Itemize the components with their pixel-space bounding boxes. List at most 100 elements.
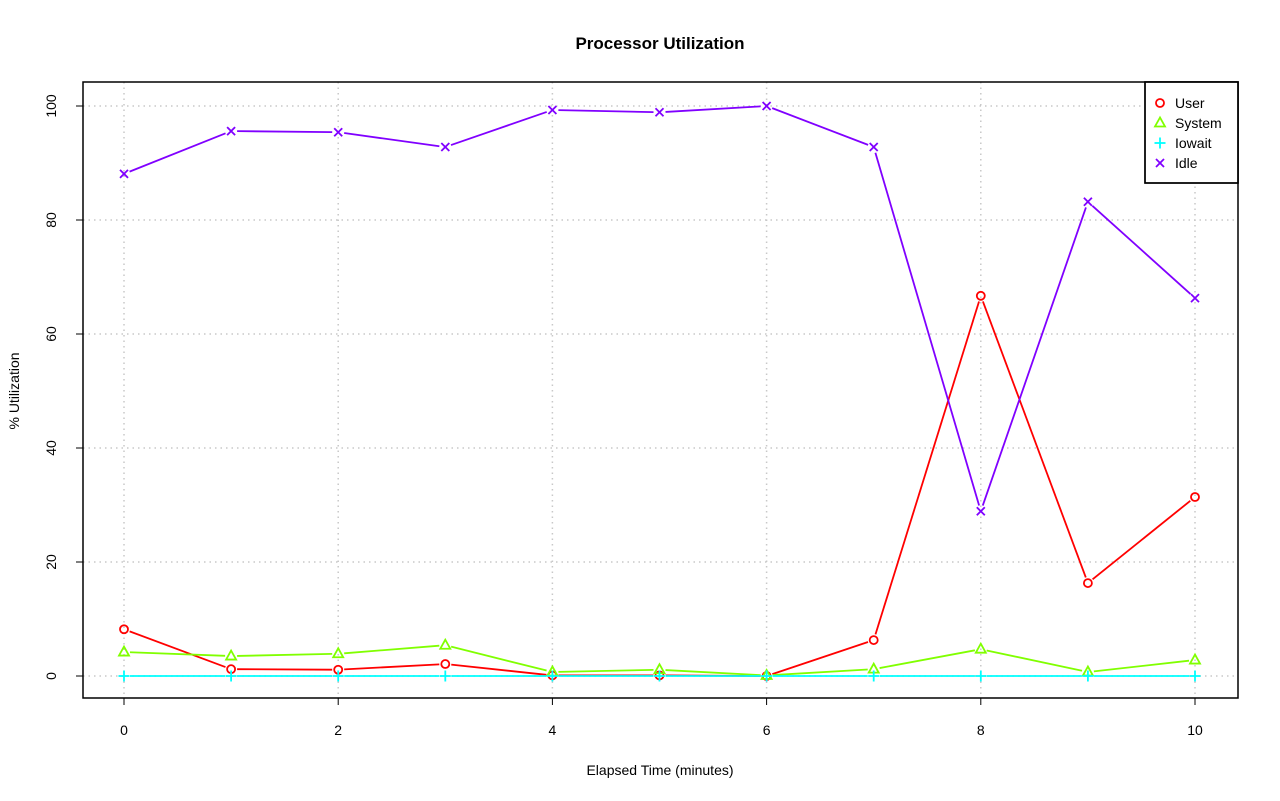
circle-marker: [440, 659, 451, 669]
iowait-data-point: [975, 670, 987, 682]
idle-data-point: [333, 127, 343, 137]
x-tick-label: 10: [1187, 722, 1203, 738]
line-segment: [772, 668, 868, 676]
cross-marker: [654, 107, 665, 117]
chart-title: Processor Utilization: [575, 34, 744, 53]
line-segment: [874, 152, 980, 506]
y-tick-label: 100: [43, 94, 59, 118]
iowait-data-point: [868, 670, 880, 682]
line-segment: [558, 668, 654, 673]
circle-marker: [1190, 492, 1200, 502]
line-segment: [129, 651, 226, 657]
system-data-point: [1188, 652, 1202, 665]
idle-data-point: [869, 142, 879, 152]
cross-marker: [333, 127, 343, 137]
line-segment: [450, 645, 547, 672]
user-data-point: [975, 290, 986, 301]
cross-marker: [440, 142, 450, 152]
iowait-data-point: [654, 670, 665, 682]
cross-marker: [869, 142, 879, 152]
line-segment: [344, 663, 440, 671]
y-tick-label: 0: [43, 672, 59, 680]
y-axis-label: % Utilization: [6, 352, 22, 429]
legend-label: Iowait: [1175, 135, 1212, 151]
y-tick-label: 80: [43, 212, 59, 228]
iowait-data-point: [118, 670, 130, 682]
legend: User System Iowait Idle: [1144, 81, 1239, 184]
line-segment: [771, 107, 869, 146]
triangle-marker: [224, 648, 238, 661]
legend-border: [1144, 81, 1239, 184]
series-group: [117, 101, 1202, 682]
x-tick-label: 0: [120, 722, 128, 738]
circle-marker: [868, 635, 879, 645]
line-segment: [982, 301, 1087, 578]
x-axis-label: Elapsed Time (minutes): [586, 762, 733, 778]
circle-marker: [975, 290, 986, 301]
legend-idle-icon: [1155, 158, 1165, 168]
line-segment: [558, 109, 654, 114]
cross-marker: [547, 105, 558, 115]
line-segment: [1091, 205, 1192, 295]
circle-marker: [1083, 578, 1093, 588]
idle-data-point: [976, 506, 986, 516]
iowait-data-point: [1189, 670, 1201, 682]
iowait-data-point: [761, 670, 773, 682]
line-segment: [237, 130, 333, 134]
grid-lines: [83, 82, 1238, 698]
user-data-point: [1190, 492, 1200, 502]
line-segment: [237, 652, 333, 657]
idle-data-point: [440, 142, 450, 152]
y-tick-label: 40: [43, 440, 59, 456]
idle-data-point: [761, 101, 772, 111]
cross-marker: [119, 169, 129, 179]
cross-marker: [1083, 197, 1093, 207]
triangle-marker: [438, 637, 452, 650]
user-data-point: [119, 624, 129, 635]
line-segment: [129, 132, 226, 173]
x-tick-label: 8: [977, 722, 985, 738]
y-tick-label: 60: [43, 326, 59, 342]
triangle-marker: [1188, 652, 1202, 665]
system-data-point: [974, 641, 988, 654]
idle-data-point: [226, 126, 236, 136]
system-data-point: [438, 637, 452, 650]
line-segment: [451, 663, 547, 676]
legend-user-icon: [1155, 98, 1165, 108]
line-segment: [344, 132, 440, 148]
cross-marker: [761, 101, 772, 111]
y-tick-label: 20: [43, 554, 59, 570]
legend-system-icon: [1153, 115, 1167, 128]
triangle-marker: [1153, 115, 1167, 128]
idle-data-point: [547, 105, 558, 115]
idle-data-point: [1190, 293, 1200, 303]
user-data-point: [868, 635, 879, 645]
series-iowait: [118, 670, 1201, 682]
x-tick-label: 6: [763, 722, 771, 738]
idle-data-point: [654, 107, 665, 117]
plot-frame: [82, 81, 1239, 699]
cross-marker: [226, 126, 236, 136]
line-segment: [1092, 500, 1191, 581]
cross-marker: [1155, 158, 1165, 168]
triangle-marker: [974, 641, 988, 654]
cross-marker: [1190, 293, 1200, 303]
x-tick-label: 2: [334, 722, 342, 738]
iowait-data-point: [546, 670, 558, 682]
line-segment: [1093, 659, 1190, 673]
idle-data-point: [1083, 197, 1093, 207]
line-segment: [879, 649, 976, 669]
line-segment: [129, 630, 226, 668]
triangle-marker: [117, 644, 131, 657]
system-data-point: [331, 646, 345, 659]
legend-label: User: [1175, 95, 1205, 111]
circle-marker: [1155, 98, 1165, 108]
system-data-point: [224, 648, 238, 661]
line-segment: [986, 649, 1083, 672]
legend-label: Idle: [1175, 155, 1198, 171]
idle-data-point: [119, 169, 129, 179]
system-data-point: [117, 644, 131, 657]
line-segment: [981, 207, 1087, 506]
